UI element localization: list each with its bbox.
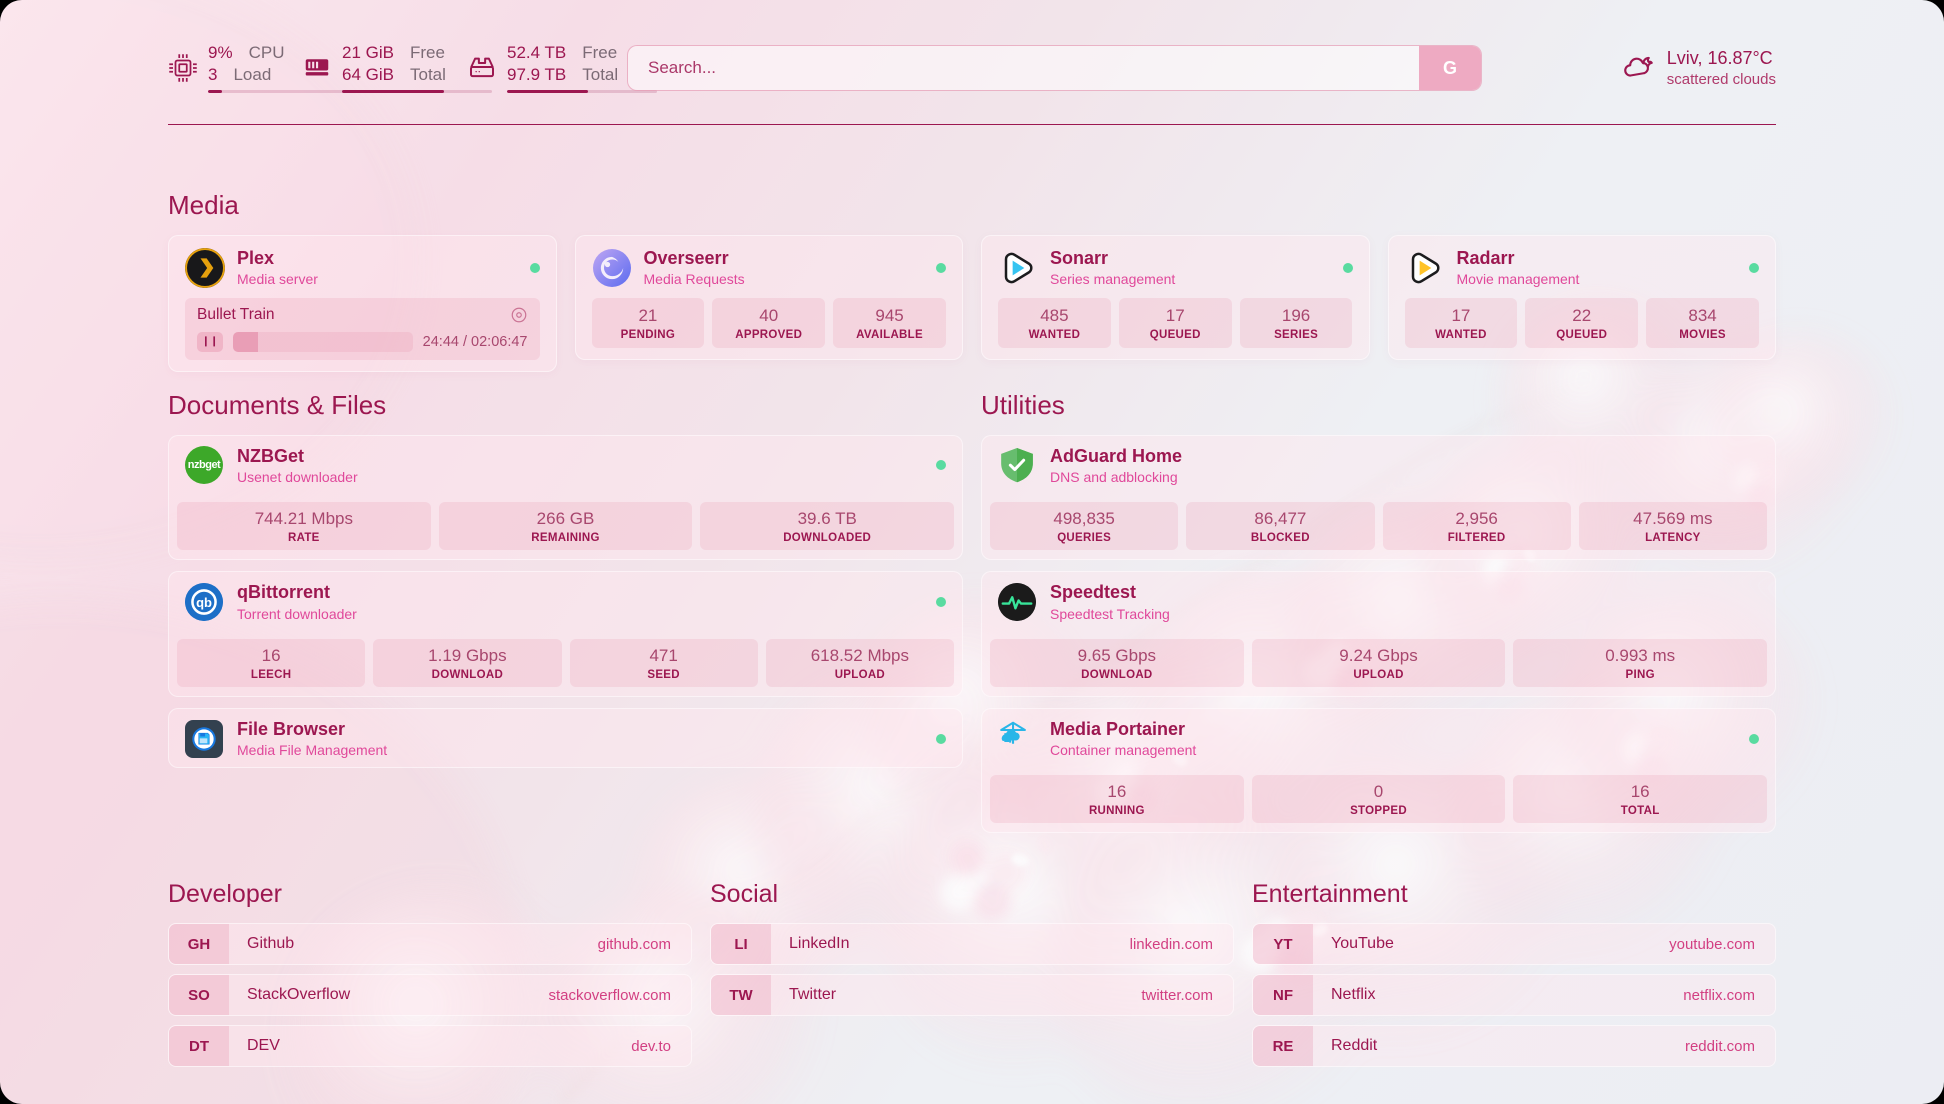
svg-text:qb: qb (196, 595, 212, 610)
